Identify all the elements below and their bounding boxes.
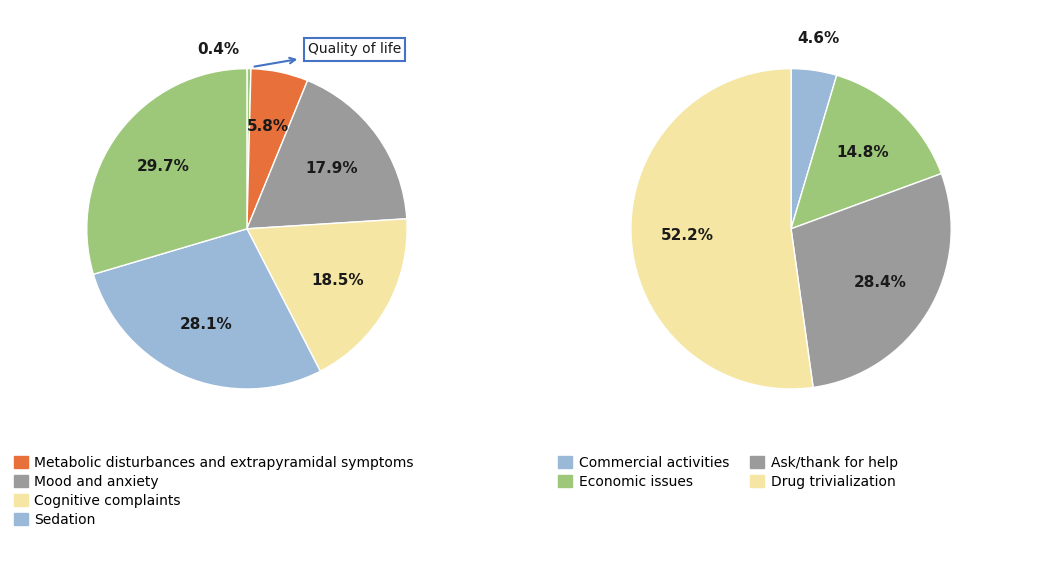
Text: 4.6%: 4.6% <box>797 31 840 46</box>
Text: 52.2%: 52.2% <box>661 228 714 244</box>
Wedge shape <box>247 69 251 229</box>
Wedge shape <box>247 81 407 229</box>
Text: 14.8%: 14.8% <box>836 145 889 160</box>
Text: 17.9%: 17.9% <box>305 161 358 176</box>
Text: 29.7%: 29.7% <box>137 159 190 174</box>
Text: 28.4%: 28.4% <box>854 275 907 290</box>
Text: 28.1%: 28.1% <box>180 317 233 332</box>
Wedge shape <box>791 76 941 229</box>
Wedge shape <box>631 69 813 389</box>
Wedge shape <box>791 69 837 229</box>
Wedge shape <box>87 69 247 274</box>
Wedge shape <box>247 69 307 229</box>
Wedge shape <box>247 219 407 371</box>
Text: Quality of life: Quality of life <box>254 42 401 66</box>
Legend: Metabolic disturbances and extrapyramidal symptoms, Mood and anxiety, Cognitive : Metabolic disturbances and extrapyramida… <box>13 456 414 527</box>
Text: 5.8%: 5.8% <box>247 120 290 134</box>
Legend: Commercial activities, Economic issues, Ask/thank for help, Drug trivialization: Commercial activities, Economic issues, … <box>557 456 898 489</box>
Text: 0.4%: 0.4% <box>197 42 239 57</box>
Text: 18.5%: 18.5% <box>311 273 363 288</box>
Wedge shape <box>93 229 321 389</box>
Wedge shape <box>791 173 951 387</box>
